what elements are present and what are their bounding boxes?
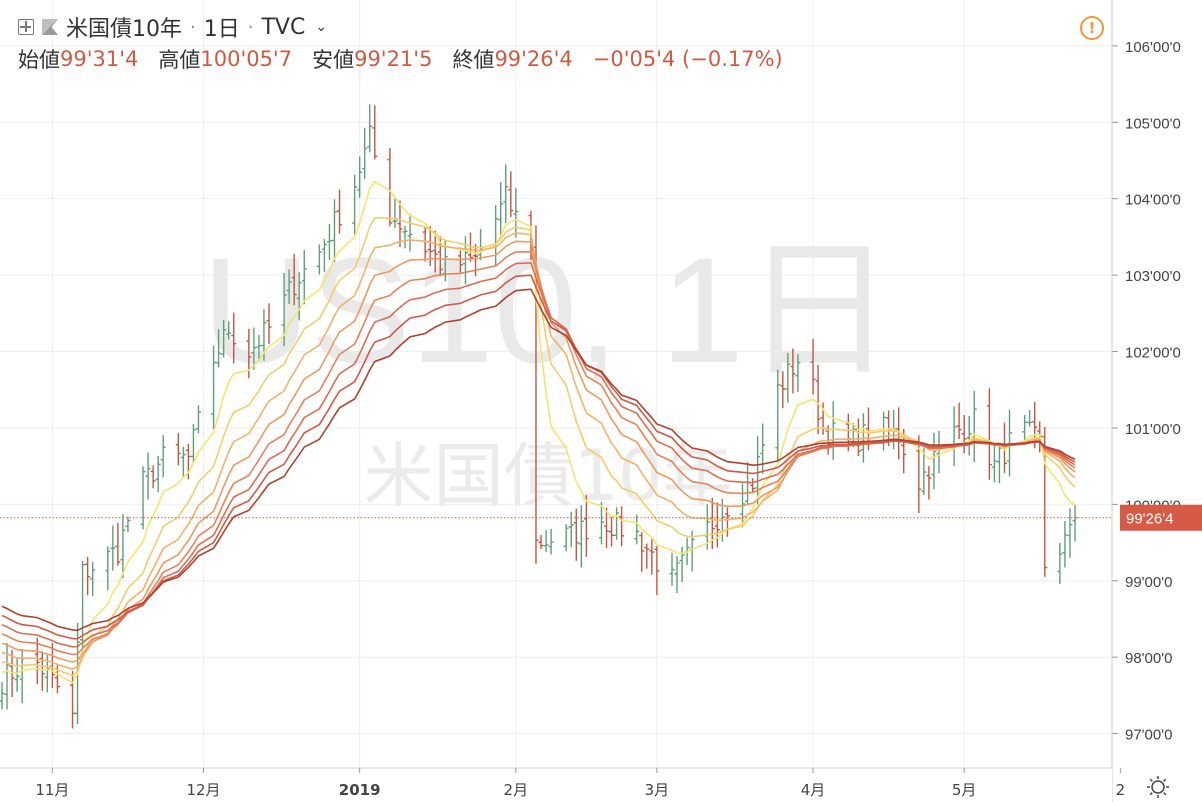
watermark-symbol-name: 米国債10年 [363,435,732,517]
gear-icon [1151,780,1165,794]
moving-average-line [1,274,1076,640]
chart-settings-button[interactable] [1147,776,1169,798]
low-value: 99'21'5 [354,47,433,71]
moving-average-line [1,288,1076,632]
separator-dot: · [190,16,196,38]
last-price-badge [1120,504,1202,531]
ohlc-bars [0,104,1078,729]
price-tick-label: 99'00'0 [1125,574,1172,591]
compare-add-icon[interactable] [18,19,34,35]
symbol-flag-icon [42,19,58,35]
price-tick-label: 105'00'0 [1125,115,1181,132]
symbol-row: 米国債10年 · 1日 · TVC ⌄ [18,12,327,42]
separator-dot: · [247,16,254,38]
time-tick-label: 5月 [952,781,977,799]
time-tick-label: 2019 [339,781,381,799]
time-axis[interactable]: 11月 12月 2019 2月 3月 4月 5月 2 [0,767,1126,802]
price-tick-label: 102'00'0 [1125,345,1181,362]
time-tick-label: 11月 [35,781,69,799]
price-tick-label: 103'00'0 [1125,268,1181,285]
price-tick-label: 106'00'0 [1125,39,1181,56]
last-price-label: 99'26'4 [1126,511,1173,528]
time-tick-label: 3月 [645,781,670,799]
time-tick-label: 4月 [801,781,826,799]
ohlc-values-row: 始値 99'31'4 高値 100'05'7 安値 99'21'5 終値 99'… [18,44,783,74]
time-tick-label: 12月 [186,781,220,799]
open-label: 始値 [18,48,60,72]
close-label: 終値 [452,48,495,72]
chart-header: 米国債10年 · 1日 · TVC ⌄ 始値 99'31'4 高値 100'05… [0,0,1100,78]
change-value: −0'05'4 (−0.17%) [592,47,783,71]
high-label: 高値 [158,48,201,72]
gear-icon-ray [1149,778,1153,782]
gear-icon-ray [1163,778,1167,782]
close-value: 99'26'4 [494,47,573,71]
gear-icon-ray [1149,792,1153,796]
moving-average-ribbon [1,180,1076,684]
exchange-label[interactable]: TVC [261,14,306,40]
price-tick-label: 98'00'0 [1125,650,1172,667]
watermark: US10, 1日 米国債10年 [202,226,894,517]
low-label: 安値 [312,48,355,72]
price-tick-label: 104'00'0 [1125,192,1181,209]
open-value: 99'31'4 [60,47,139,71]
chevron-down-icon[interactable]: ⌄ [315,19,328,35]
warning-icon[interactable]: ! [1080,16,1104,40]
price-axis-background [1112,0,1202,802]
gear-icon-ray [1163,792,1167,796]
moving-average-line [1,216,1076,677]
symbol-name[interactable]: 米国債10年 [66,17,182,42]
time-tick-label: 2月 [504,781,529,799]
price-tick-label: 101'00'0 [1125,421,1181,438]
time-tick-label: 2 [1116,781,1126,799]
high-value: 100'05'7 [200,47,293,71]
moving-average-line [1,180,1076,684]
interval-label[interactable]: 1日 [203,17,240,42]
time-axis-background [0,768,1112,802]
price-tick-label: 97'00'0 [1125,727,1172,744]
price-axis[interactable]: 97'00'098'00'099'00'0100'00'0101'00'0102… [1111,0,1202,802]
